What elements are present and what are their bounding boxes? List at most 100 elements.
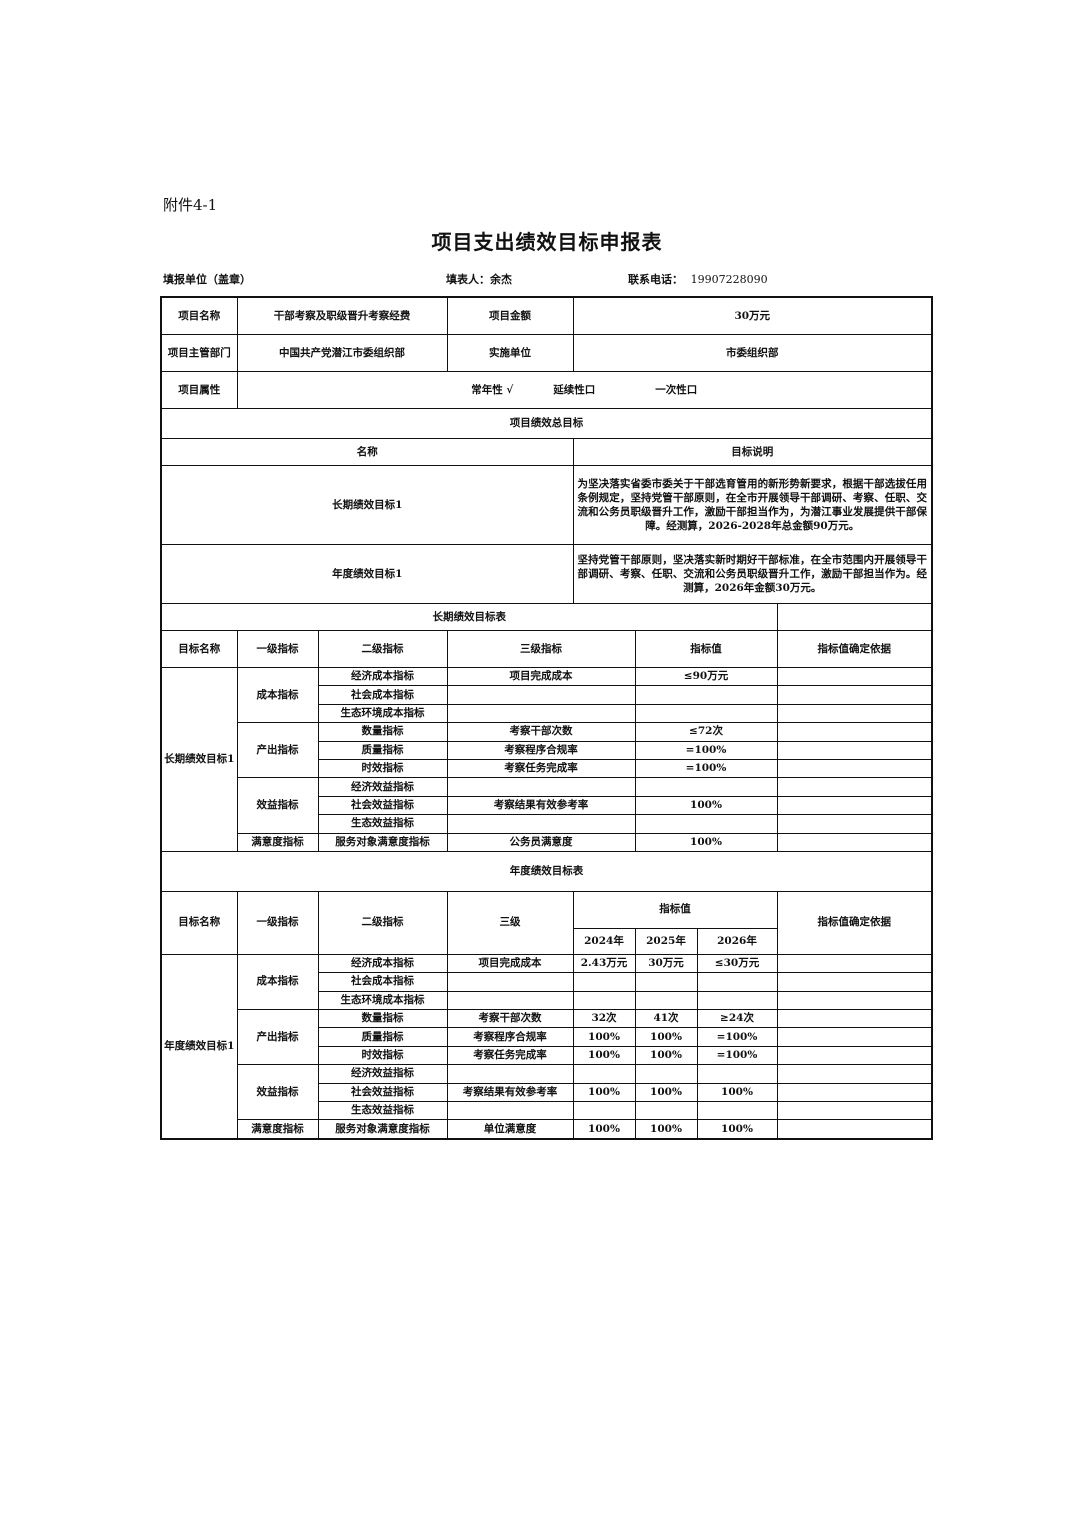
table-row: 满意度指标 服务对象满意度指标 单位满意度 100% 100% 100% <box>161 1119 933 1140</box>
year-header: 2026年 <box>696 927 778 955</box>
indicator-value: 100% <box>634 795 778 816</box>
year-header: 2025年 <box>634 927 698 955</box>
indicator-value: 41次 <box>634 1009 698 1029</box>
table-row: 生态效益指标 <box>161 1101 933 1121</box>
indicator-value <box>634 685 778 705</box>
table-row: 长期绩效目标1 成本指标 经济成本指标 项目完成成本 ≤90万元 <box>160 666 933 852</box>
column-header: 三级 <box>446 890 574 955</box>
indicator-value <box>696 990 778 1011</box>
page-title: 项目支出绩效目标申报表 <box>431 230 663 254</box>
table-row: 时效指标 考察任务完成率 =100% <box>161 758 933 779</box>
indicator-value <box>634 777 778 797</box>
attr-once: 一次性口 <box>655 383 698 396</box>
indicator-value: =100% <box>634 740 778 760</box>
level1-indicator: 效益指标 <box>236 1064 319 1121</box>
column-header: 三级指标 <box>446 630 636 668</box>
level3-indicator: 公务员满意度 <box>446 832 636 852</box>
basis-cell <box>776 758 933 779</box>
basis-cell <box>776 990 933 1011</box>
indicator-value: ≤30万元 <box>696 953 778 974</box>
level2-indicator: 服务对象满意度指标 <box>317 832 448 852</box>
indicator-value: 100% <box>634 1027 698 1047</box>
year-header: 2024年 <box>572 927 636 955</box>
basis-cell <box>776 740 933 760</box>
level2-indicator: 生态环境成本指标 <box>317 990 448 1011</box>
table-row: 年度绩效目标1 成本指标 经济成本指标 项目完成成本 2.43万元 30万元 ≤30万元 <box>160 953 933 1140</box>
goal-name: 长期绩效目标1 <box>160 667 238 852</box>
indicator-value: 2.43万元 <box>572 953 636 974</box>
level3-indicator: 项目完成成本 <box>446 666 636 687</box>
level3-indicator <box>446 703 636 724</box>
level2-indicator: 社会效益指标 <box>317 1082 448 1103</box>
column-header: 一级指标 <box>236 890 319 955</box>
phone-label: 联系电话： <box>628 273 683 286</box>
column-header: 指标值 <box>634 630 778 668</box>
indicator-value <box>572 972 636 992</box>
attr-regular: 常年性 √ <box>471 383 514 396</box>
overall-desc: 坚持党管干部原则，坚决落实新时期好干部标准，在全市范围内开展领导干部调研、考察、… <box>572 544 933 604</box>
level1-indicator: 效益指标 <box>236 777 319 834</box>
table-row: 社会效益指标 考察结果有效参考率 100% 100% 100% <box>161 1082 933 1103</box>
attr-label: 项目属性 <box>160 371 238 409</box>
indicator-value: ≥24次 <box>696 1009 778 1029</box>
indicator-value: ≤72次 <box>634 722 778 742</box>
level2-indicator: 经济效益指标 <box>317 1064 448 1084</box>
indicator-value <box>572 1101 636 1121</box>
basis-cell <box>776 1064 933 1084</box>
level1-indicator: 满意度指标 <box>236 1119 319 1140</box>
column-header: 指标值确定依据 <box>776 630 933 668</box>
indicator-value: =100% <box>696 1045 778 1066</box>
project-name: 干部考察及职级晋升考察经费 <box>236 296 448 335</box>
level2-indicator: 质量指标 <box>317 1027 448 1047</box>
basis-cell <box>776 953 933 974</box>
indicator-value: =100% <box>634 758 778 779</box>
performance-table: 项目名称 干部考察及职级晋升考察经费 项目金额 30万元 项目主管部门 中国共产党潜江市… <box>160 296 933 1140</box>
indicator-value: 32次 <box>572 1009 636 1029</box>
indicator-value: 100% <box>696 1082 778 1103</box>
column-header: 指标值确定依据 <box>776 890 933 955</box>
indicator-value <box>634 703 778 724</box>
indicator-value <box>634 990 698 1011</box>
table-row: 产出指标 数量指标 考察干部次数 32次 41次 ≥24次 <box>161 1009 933 1066</box>
basis-cell <box>776 814 933 834</box>
indicator-value <box>634 1101 698 1121</box>
level3-indicator: 单位满意度 <box>446 1119 574 1140</box>
indicator-value: 100% <box>572 1082 636 1103</box>
level3-indicator: 考察程序合规率 <box>446 1027 574 1047</box>
level2-indicator: 生态环境成本指标 <box>317 703 448 724</box>
indicator-value: 100% <box>572 1045 636 1066</box>
overall-col-desc: 目标说明 <box>572 438 933 466</box>
table-row: 生态效益指标 <box>161 814 933 834</box>
level3-indicator <box>446 685 636 705</box>
column-header: 指标值 <box>572 890 778 929</box>
basis-cell <box>776 722 933 742</box>
table-row: 质量指标 考察程序合规率 100% 100% =100% <box>161 1027 933 1047</box>
indicator-value: 100% <box>634 1082 698 1103</box>
phone-value: 19907228090 <box>690 273 768 286</box>
indicator-value <box>696 972 778 992</box>
basis-cell <box>776 1027 933 1047</box>
column-header: 目标名称 <box>160 630 238 668</box>
level3-indicator <box>446 990 574 1011</box>
indicator-value <box>572 990 636 1011</box>
indicator-value <box>696 1101 778 1121</box>
level3-indicator: 考察任务完成率 <box>446 758 636 779</box>
level2-indicator: 服务对象满意度指标 <box>317 1119 448 1140</box>
long-term-title: 长期绩效目标表 <box>160 603 778 631</box>
level2-indicator: 经济成本指标 <box>317 953 448 974</box>
column-header: 目标名称 <box>160 890 238 955</box>
level3-indicator: 考察结果有效参考率 <box>446 1082 574 1103</box>
level2-indicator: 经济效益指标 <box>317 777 448 797</box>
table-row: 生态环境成本指标 <box>161 703 933 724</box>
level3-indicator: 考察任务完成率 <box>446 1045 574 1066</box>
annual-title: 年度绩效目标表 <box>160 850 933 892</box>
table-row: 效益指标 经济效益指标 <box>161 1064 933 1121</box>
filler: 填表人：余杰 <box>446 273 512 286</box>
level2-indicator: 质量指标 <box>317 740 448 760</box>
attr-continue: 延续性口 <box>553 383 596 396</box>
level3-indicator <box>446 814 636 834</box>
level3-indicator <box>446 1101 574 1121</box>
table-row: 产出指标 数量指标 考察干部次数 ≤72次 <box>161 722 933 779</box>
basis-cell <box>776 666 933 687</box>
indicator-value: 100% <box>634 1119 698 1140</box>
